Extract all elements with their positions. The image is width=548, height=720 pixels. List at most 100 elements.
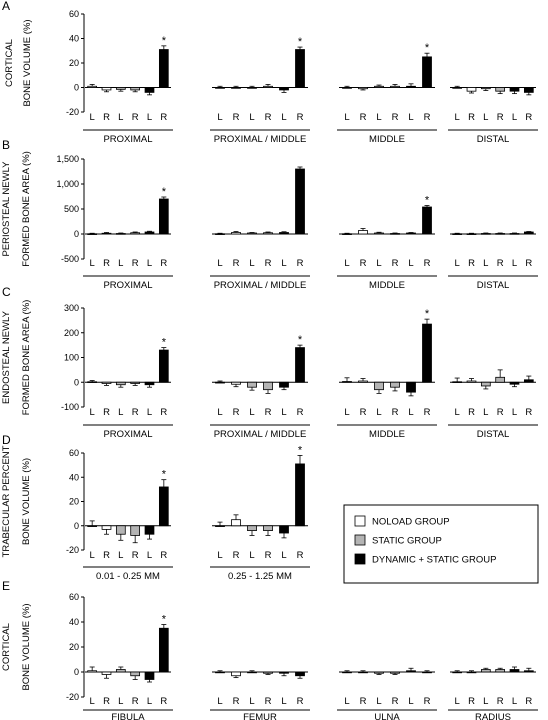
bar-label: L	[376, 112, 381, 123]
bar-label: R	[132, 550, 139, 561]
bar	[279, 381, 289, 388]
bar-label: R	[497, 696, 504, 707]
bar	[247, 671, 257, 674]
bar-label: R	[468, 258, 475, 269]
bar	[115, 525, 126, 535]
group-label: FIBULA	[111, 712, 145, 720]
bar	[231, 87, 241, 89]
bar	[523, 670, 534, 673]
bar-label: R	[132, 258, 139, 269]
bar-label: R	[132, 696, 139, 707]
bar	[130, 525, 141, 536]
group-label: MIDDLE	[369, 134, 405, 145]
bar	[215, 381, 225, 384]
bar	[495, 233, 506, 235]
y-tick-label: 1,000	[56, 179, 79, 189]
legend: NOLOAD GROUP STATIC GROUP DYNAMIC + STATIC…	[343, 504, 539, 584]
y-tick-label: 200	[64, 328, 79, 338]
bar	[231, 232, 241, 235]
bar-label: R	[297, 696, 304, 707]
bar-label: L	[90, 550, 95, 561]
bar	[358, 87, 368, 90]
legend-swatch	[354, 534, 366, 546]
bar	[422, 206, 432, 235]
bar	[390, 381, 400, 388]
bar-label: R	[360, 407, 367, 418]
bar-label: L	[90, 258, 95, 269]
bar-label: L	[408, 696, 413, 707]
bar	[452, 233, 463, 235]
bar	[295, 463, 305, 527]
bar	[509, 669, 520, 673]
bar	[509, 381, 520, 385]
bar-label: R	[103, 550, 110, 561]
group-label: PROXIMAL	[103, 134, 152, 145]
significance-star: *	[298, 334, 303, 346]
bar-label: R	[468, 112, 475, 123]
significance-star: *	[162, 186, 167, 198]
bar	[247, 232, 257, 235]
y-tick-label: 40	[69, 34, 79, 44]
bar-label: L	[344, 258, 349, 269]
bar	[144, 231, 155, 235]
bar-label: L	[147, 407, 152, 418]
y-tick-label: 0	[74, 83, 79, 93]
bar-label: L	[90, 112, 95, 123]
bar	[101, 87, 112, 91]
bar-label: R	[392, 696, 399, 707]
bar-label: R	[233, 550, 240, 561]
bar	[406, 85, 416, 88]
bar-label: R	[424, 258, 431, 269]
bar	[279, 525, 289, 534]
bar-label: R	[360, 258, 367, 269]
bar	[452, 671, 463, 674]
bar	[101, 671, 112, 675]
bar	[342, 233, 352, 235]
y-axis-label: FORMED BONE AREA (%)	[21, 151, 32, 267]
bar-label: L	[376, 258, 381, 269]
bar	[231, 519, 241, 527]
y-tick-label: 300	[64, 303, 79, 313]
bar-label: L	[376, 696, 381, 707]
bar	[279, 232, 289, 235]
significance-star: *	[162, 469, 167, 481]
bar-label: R	[160, 112, 167, 123]
legend-swatch	[354, 553, 366, 565]
legend-box	[343, 504, 539, 584]
y-tick-label: 40	[69, 617, 79, 627]
group-label: ULNA	[374, 712, 400, 720]
bar-label: R	[297, 550, 304, 561]
bar	[466, 233, 477, 235]
bar	[158, 486, 169, 527]
bar	[295, 168, 305, 235]
bar	[480, 669, 491, 673]
group-label: MIDDLE	[369, 429, 405, 440]
bar-label: L	[281, 258, 286, 269]
significance-star: *	[298, 36, 303, 48]
bar-label: L	[512, 112, 517, 123]
bar	[247, 525, 257, 531]
y-axis-label: ENDOSTEAL NEWLY	[1, 310, 12, 404]
bar	[144, 381, 155, 386]
bar-label: R	[525, 258, 532, 269]
bar	[466, 380, 477, 383]
significance-star: *	[162, 614, 167, 626]
bar-label: R	[525, 407, 532, 418]
bar	[452, 381, 463, 383]
bar	[495, 376, 506, 383]
y-tick-label: -500	[61, 254, 79, 264]
bar	[231, 671, 241, 677]
bar-label: R	[424, 696, 431, 707]
bar	[158, 627, 169, 673]
bar	[144, 671, 155, 680]
bar	[390, 671, 400, 674]
bar	[87, 525, 98, 527]
